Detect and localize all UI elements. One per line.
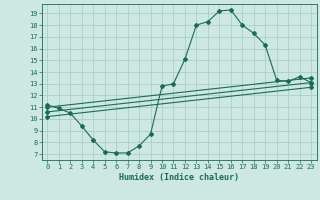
X-axis label: Humidex (Indice chaleur): Humidex (Indice chaleur) — [119, 173, 239, 182]
